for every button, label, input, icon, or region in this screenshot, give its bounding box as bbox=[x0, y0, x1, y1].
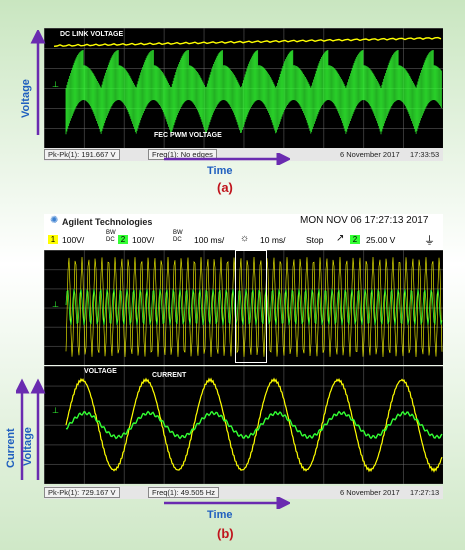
overview-current-trace bbox=[65, 288, 443, 326]
dc-link-trace bbox=[53, 36, 442, 47]
pk-pk-readout-b: Pk-Pk(1): 729.167 V bbox=[44, 487, 120, 498]
current-trace bbox=[65, 410, 443, 440]
scope-display-a: DC LINK VOLTAGE FEC PWM VOLTAGE ⊥ bbox=[44, 28, 443, 148]
channel-marker-b2: ⊥ bbox=[52, 406, 59, 415]
y-axis-label-current: Current bbox=[5, 428, 17, 468]
voltage-annotation: VOLTAGE bbox=[84, 368, 117, 375]
caption-a: (a) bbox=[217, 180, 233, 195]
status-bar-a: Pk-Pk(1): 191.667 V Freq(1): No edges 6 … bbox=[44, 148, 443, 161]
date-a: 6 November 2017 bbox=[340, 150, 400, 159]
status-bar-b: Pk-Pk(1): 729.167 V Freq(1): 49.505 Hz 6… bbox=[44, 486, 443, 499]
brand-name: Agilent Technologies bbox=[62, 217, 153, 227]
zoom-window-box[interactable] bbox=[235, 250, 267, 363]
time-a: 17:33:53 bbox=[410, 150, 440, 159]
zoom-timebase-readout[interactable]: 10 ms/ bbox=[260, 235, 286, 245]
scope-zoom-b: VOLTAGE CURRENT ⊥ bbox=[44, 366, 443, 484]
dc-label-1: DC bbox=[106, 237, 115, 243]
freq-readout-b: Freq(1): 49.505 Hz bbox=[148, 487, 219, 498]
time-b: 17:27:13 bbox=[410, 488, 440, 497]
scope-overview-b: ⊥ bbox=[44, 250, 443, 365]
waveform-area-b-zoom bbox=[65, 377, 443, 473]
x-arrow-b bbox=[164, 497, 290, 509]
agilent-logo-icon: ✺ bbox=[50, 215, 59, 226]
current-annotation: CURRENT bbox=[152, 372, 187, 379]
y-arrows-b bbox=[16, 378, 46, 480]
voltage-trace bbox=[65, 377, 443, 473]
y-axis-label-voltage: Voltage bbox=[22, 427, 34, 466]
caption-b: (b) bbox=[217, 526, 234, 541]
run-state[interactable]: Stop bbox=[306, 235, 324, 245]
waveform-area-a bbox=[53, 36, 442, 135]
trigger-level[interactable]: 25.00 V bbox=[366, 235, 396, 245]
waveform-area-b-overview bbox=[65, 256, 443, 358]
channel-marker-b1: ⊥ bbox=[52, 300, 59, 309]
bw-label-1: BW bbox=[106, 230, 116, 236]
trigger-edge-icon: ↗ bbox=[336, 233, 345, 244]
trigger-channel-badge[interactable]: 2 bbox=[350, 235, 360, 244]
channel-1-badge[interactable]: 1 bbox=[48, 235, 58, 244]
bw-label-2: BW bbox=[173, 230, 183, 236]
plug-icon: ⏚ bbox=[424, 235, 435, 247]
channel-1-scale[interactable]: 100V/ bbox=[62, 235, 85, 245]
channel-2-scale[interactable]: 100V/ bbox=[132, 235, 155, 245]
scope-header-b: ✺ Agilent Technologies MON NOV 06 17:27:… bbox=[44, 214, 443, 250]
pk-pk-readout-a: Pk-Pk(1): 191.667 V bbox=[44, 149, 120, 160]
x-axis-label-b: Time bbox=[207, 509, 233, 521]
fec-pwm-voltage-annotation: FEC PWM VOLTAGE bbox=[154, 132, 222, 139]
date-b: 6 November 2017 bbox=[340, 488, 400, 497]
overview-voltage-trace bbox=[65, 256, 443, 358]
channel-2-badge[interactable]: 2 bbox=[118, 235, 128, 244]
dc-link-voltage-annotation: DC LINK VOLTAGE bbox=[60, 31, 124, 38]
channel-marker-a: ⊥ bbox=[52, 80, 59, 89]
y-arrow-a bbox=[30, 30, 46, 135]
scope-datetime: MON NOV 06 17:27:13 2017 bbox=[300, 215, 429, 226]
zoom-sun-icon: ☼ bbox=[240, 233, 250, 244]
x-arrow-a bbox=[164, 153, 290, 165]
dc-label-2: DC bbox=[173, 237, 182, 243]
timebase-readout[interactable]: 100 ms/ bbox=[194, 235, 225, 245]
x-axis-label-a: Time bbox=[207, 165, 233, 177]
y-axis-label-a: Voltage bbox=[20, 79, 32, 118]
